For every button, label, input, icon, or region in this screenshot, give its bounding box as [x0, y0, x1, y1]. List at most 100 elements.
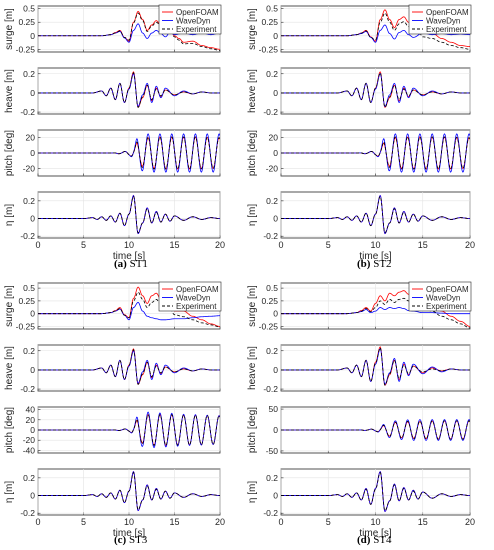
x-tick-label: 20 [465, 240, 475, 250]
series-line-experiment [281, 72, 470, 108]
legend-label: WaveDyn [176, 294, 210, 303]
legend-label: OpenFOAM [176, 285, 219, 294]
caption-tag: (b) [357, 258, 371, 270]
subplot-3: -20 0 20 pitch [deg] [247, 129, 471, 177]
subplot-1: -0.25 0 0.25 0.5 surge [m] OpenFOAMWaveDynExp… [4, 4, 222, 54]
subplot-2: -0.2 0 0.2 heave [m] [247, 344, 471, 394]
y-tick-label: -0.25 [259, 321, 279, 331]
caption-name: ST2 [373, 258, 392, 270]
subplot-3: -50 0 50 pitch [deg] [247, 404, 471, 456]
caption-name: ST1 [129, 258, 148, 270]
subplot-2: -0.2 0 0.2 heave [m] [4, 67, 221, 117]
series-line-experiment [38, 136, 220, 170]
subplot-4: 0 5 10 15 20-0.200.2η [m] [247, 468, 475, 527]
series-line-experiment [281, 347, 470, 386]
y-tick-label: 0.25 [261, 17, 278, 27]
x-tick-label: 20 [215, 240, 225, 250]
y-tick-label: 0.25 [18, 296, 35, 306]
x-tick-label: 0 [35, 240, 40, 250]
y-tick-label: 0 [30, 148, 35, 158]
y-tick-label: 0.2 [23, 196, 35, 206]
y-axis-label: heave [m] [4, 69, 15, 113]
x-tick-label: 5 [81, 517, 86, 527]
y-tick-label: -0.2 [20, 231, 35, 241]
y-tick-label: -0.2 [263, 107, 278, 117]
series-line-experiment [38, 195, 220, 234]
series-line-experiment [281, 136, 470, 170]
caption-st4: (d) ST4 [357, 534, 392, 546]
x-tick-label: 15 [169, 240, 179, 250]
y-tick-label: 0.2 [266, 196, 278, 206]
y-tick-label: -0.25 [16, 44, 36, 54]
subplot-1: -0.25 0 0.25 0.5 surge [m] OpenFOAMWaveDynExp… [247, 281, 472, 331]
x-tick-label: 20 [465, 517, 475, 527]
y-tick-label: 40 [26, 405, 36, 415]
y-tick-label: -20 [23, 163, 36, 173]
y-axis-label: η [m] [4, 481, 15, 503]
y-tick-label: 0.5 [23, 283, 35, 293]
y-tick-label: 0.2 [266, 69, 278, 79]
y-tick-label: 0 [273, 88, 278, 98]
y-tick-label: -0.25 [259, 44, 279, 54]
x-tick-label: 15 [418, 240, 428, 250]
x-axis-label: time [s] [113, 528, 145, 539]
y-tick-label: 0.25 [261, 296, 278, 306]
legend-label: OpenFOAM [176, 8, 219, 17]
series-line-experiment [281, 12, 470, 50]
x-tick-label: 5 [326, 517, 331, 527]
y-tick-label: -0.2 [263, 231, 278, 241]
x-axis-label: time [s] [359, 528, 391, 539]
y-tick-label: 0 [273, 491, 278, 501]
y-tick-label: -0.25 [16, 321, 36, 331]
y-tick-label: 0.25 [18, 17, 35, 27]
y-axis-label: surge [m] [4, 8, 15, 50]
legend-label: Experiment [426, 302, 467, 311]
x-tick-label: 5 [81, 240, 86, 250]
y-tick-label: 0 [273, 31, 278, 41]
x-axis-label: time [s] [113, 251, 145, 262]
y-tick-label: 0 [30, 425, 35, 435]
y-tick-label: 0 [273, 425, 278, 435]
y-tick-label: 0 [30, 491, 35, 501]
y-axis-label: η [m] [247, 481, 258, 503]
panel-st2: -0.25 0 0.25 0.5 surge [m] OpenFOAMWaveDynExp… [247, 4, 475, 262]
y-tick-label: 20 [269, 133, 279, 143]
series-line-experiment [38, 72, 220, 108]
y-axis-label: heave [m] [4, 346, 15, 390]
caption-st2: (b) ST2 [357, 258, 392, 270]
caption-st3: (c) ST3 [114, 534, 147, 546]
legend-label: Experiment [426, 25, 467, 34]
series-line-experiment [281, 420, 470, 440]
legend-label: WaveDyn [426, 17, 460, 26]
legend-label: Experiment [176, 302, 217, 311]
y-tick-label: -0.2 [263, 508, 278, 518]
y-axis-label: surge [m] [247, 8, 258, 50]
subplot-2: -0.2 0 0.2 heave [m] [4, 344, 221, 394]
caption-tag: (a) [114, 258, 127, 270]
x-tick-label: 0 [278, 517, 283, 527]
y-tick-label: 0.2 [266, 346, 278, 356]
x-axis-label: time [s] [359, 251, 391, 262]
y-axis-label: η [m] [4, 204, 15, 226]
y-tick-label: -0.2 [20, 107, 35, 117]
y-axis-label: pitch [deg] [4, 130, 15, 176]
caption-tag: (c) [114, 534, 127, 546]
y-axis-label: pitch [deg] [247, 130, 258, 176]
y-tick-label: 0 [273, 214, 278, 224]
subplot-3: -20 0 20 pitch [deg] [4, 129, 221, 177]
y-axis-label: pitch [deg] [4, 407, 15, 453]
y-tick-label: 0 [30, 214, 35, 224]
series-line-experiment [38, 12, 220, 51]
caption-st1: (a) ST1 [114, 258, 148, 270]
y-tick-label: 0 [273, 309, 278, 319]
series-line-experiment [38, 349, 220, 385]
legend-label: WaveDyn [426, 294, 460, 303]
y-tick-label: 0.5 [266, 4, 278, 14]
y-axis-label: η [m] [247, 204, 258, 226]
